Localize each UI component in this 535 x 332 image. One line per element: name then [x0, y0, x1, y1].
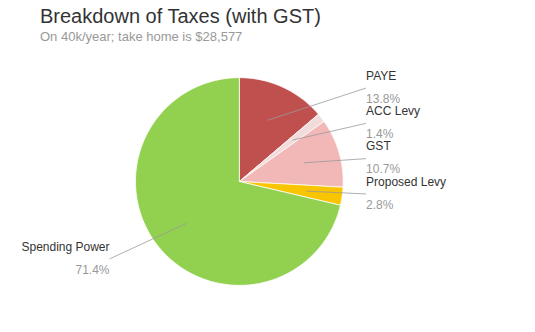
- svg-text:Spending Power: Spending Power: [21, 240, 109, 254]
- svg-text:PAYE: PAYE: [366, 69, 396, 83]
- svg-text:2.8%: 2.8%: [366, 198, 394, 212]
- svg-text:GST: GST: [366, 139, 391, 153]
- html-text:Breakdown of Taxes (with GST): Breakdown of Taxes (with GST): [40, 5, 321, 27]
- svg-text:10.7%: 10.7%: [366, 162, 400, 176]
- svg-text:71.4%: 71.4%: [76, 263, 110, 277]
- svg-text:1.4%: 1.4%: [366, 127, 394, 141]
- svg-text:Proposed Levy: Proposed Levy: [366, 175, 446, 189]
- svg-text:13.8%: 13.8%: [366, 92, 400, 106]
- html-text:On 40k/year; take home is $28,: On 40k/year; take home is $28,577: [40, 29, 243, 44]
- svg-text:ACC Levy: ACC Levy: [366, 104, 420, 118]
